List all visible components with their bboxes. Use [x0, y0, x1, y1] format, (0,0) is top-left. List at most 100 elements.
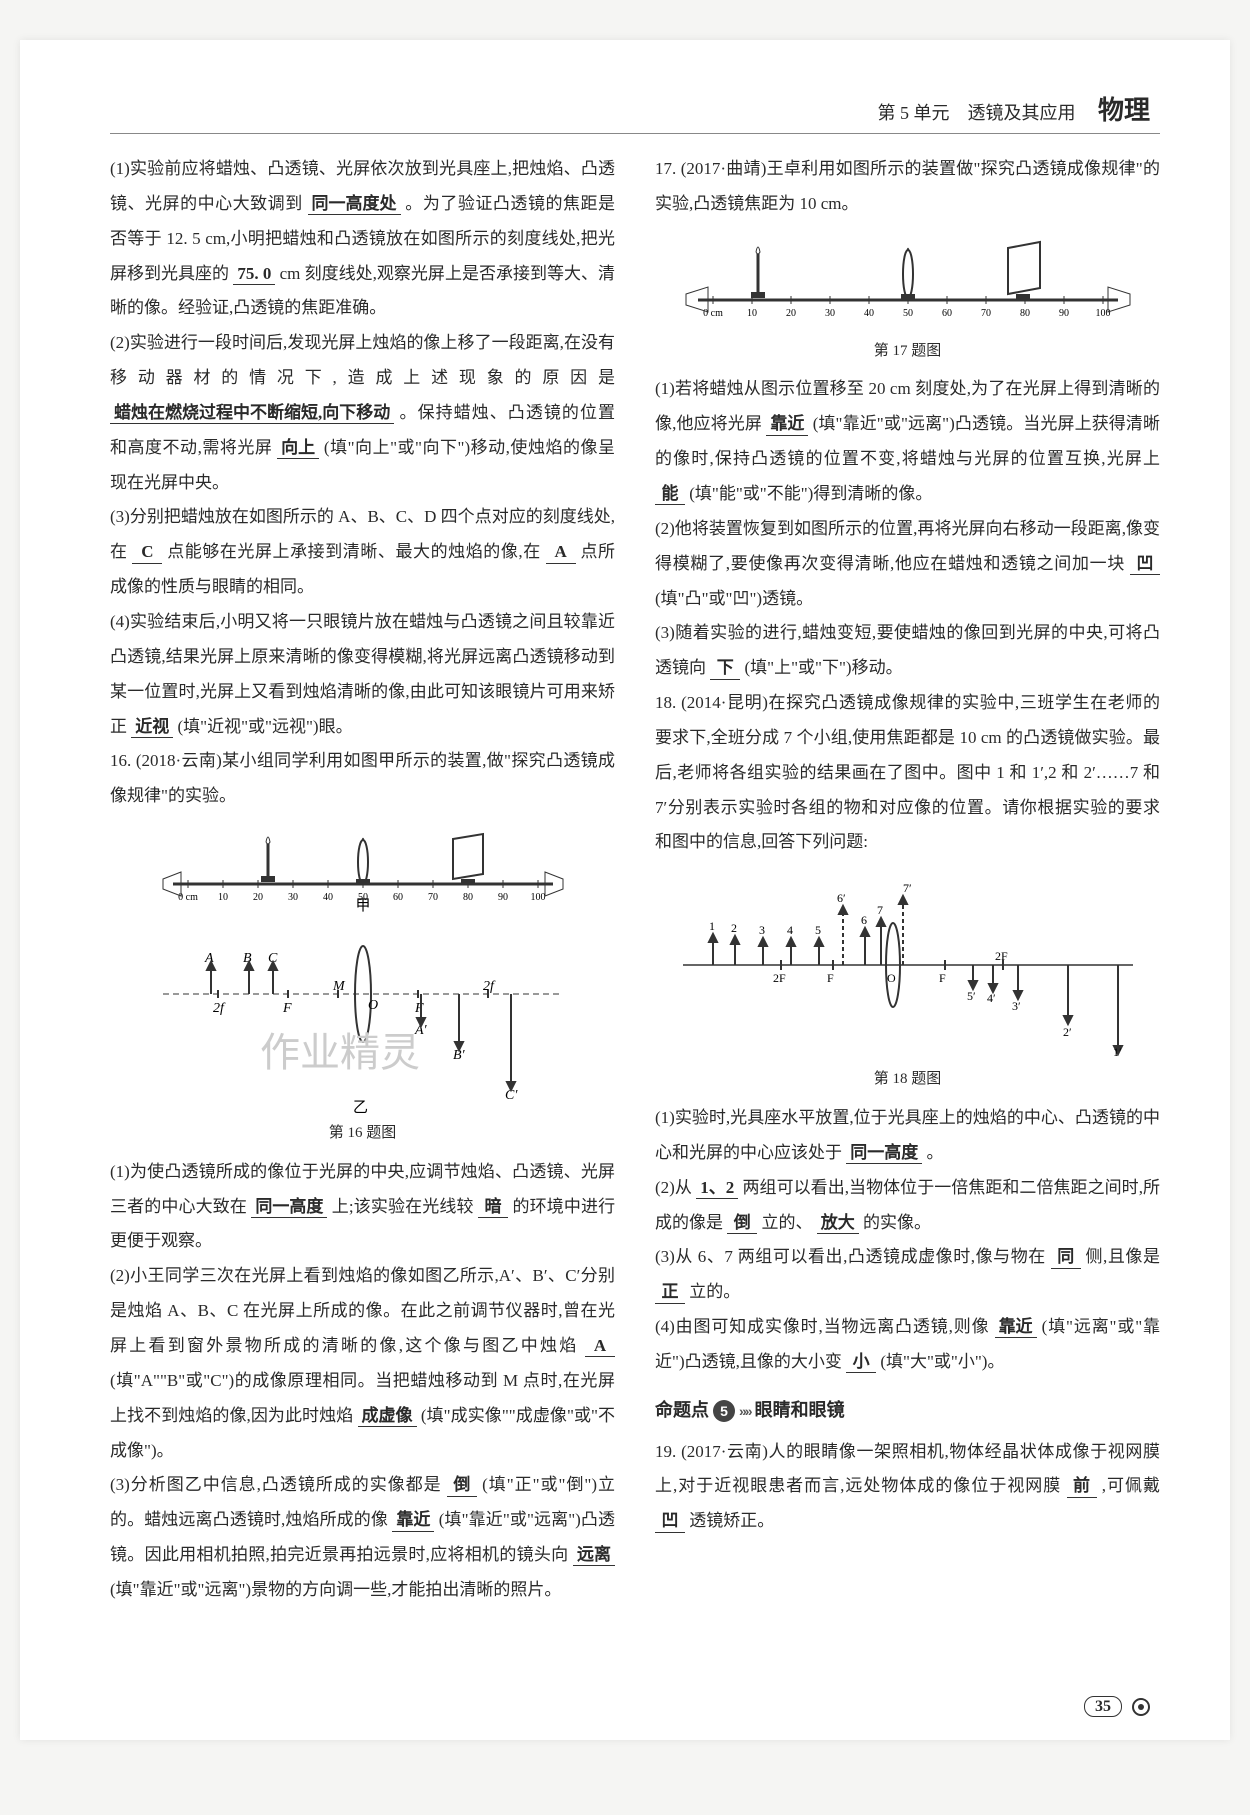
svg-text:0 cm: 0 cm — [703, 308, 723, 319]
blank: 靠近 — [766, 414, 808, 435]
bench17-svg: 0 cm102030405060708090100 — [678, 232, 1138, 332]
blank: 靠近 — [392, 1510, 434, 1531]
svg-text:乙: 乙 — [353, 1100, 368, 1114]
blank: 同一高度处 — [308, 194, 401, 215]
svg-text:F: F — [282, 1001, 292, 1016]
svg-text:30: 30 — [825, 308, 835, 319]
section-heading: 命题点5»»眼睛和眼镜 — [655, 1392, 1160, 1429]
q15-4: (4)实验结束后,小明又将一只眼镜片放在蜡烛与凸透镜之间且较靠近凸透镜,结果光屏… — [110, 605, 615, 744]
svg-text:20: 20 — [253, 892, 263, 903]
diagram-18: 123 4567′ 6′7 2FFO F2F 5′4′3′ 2′1′ 第 18 … — [655, 870, 1160, 1095]
text: (填"上"或"下")移动。 — [745, 658, 903, 677]
svg-text:80: 80 — [1020, 308, 1030, 319]
text: (3)从 6、7 两组可以看出,凸透镜成虚像时,像与物在 — [655, 1247, 1046, 1266]
svg-text:20: 20 — [786, 308, 796, 319]
q17-1: (1)若将蜡烛从图示位置移至 20 cm 刻度处,为了在光屏上得到清晰的像,他应… — [655, 372, 1160, 511]
two-columns: (1)实验前应将蜡烛、凸透镜、光屏依次放到光具座上,把烛焰、凸透镜、光屏的中心大… — [110, 152, 1160, 1608]
text: 。 — [927, 1143, 944, 1162]
svg-text:O: O — [368, 998, 378, 1013]
q16-2: (2)小王同学三次在光屏上看到烛焰的像如图乙所示,A′、B′、C′分别是烛焰 A… — [110, 1259, 615, 1468]
text: 立的、 — [762, 1213, 813, 1232]
blank: 蜡烛在燃烧过程中不断缩短,向下移动 — [110, 403, 394, 424]
unit-title: 第 5 单元 透镜及其应用 — [877, 103, 1075, 123]
blank: A — [546, 542, 576, 563]
text: (填"近视"或"远视")眼。 — [178, 717, 353, 736]
q18-1: (1)实验时,光具座水平放置,位于光具座上的烛焰的中心、凸透镜的中心和光屏的中心… — [655, 1101, 1160, 1171]
svg-text:甲: 甲 — [355, 898, 370, 914]
svg-text:3′: 3′ — [1012, 999, 1021, 1013]
q18-3: (3)从 6、7 两组可以看出,凸透镜成虚像时,像与物在 同 侧,且像是 正 立… — [655, 1240, 1160, 1310]
diagram-16-bench: 0 cm102030405060708090100 甲 — [110, 824, 615, 914]
subject-label: 物理 — [1098, 95, 1150, 125]
svg-text:60: 60 — [942, 308, 952, 319]
svg-text:1′: 1′ — [1113, 1045, 1122, 1059]
svg-text:2: 2 — [731, 921, 737, 935]
chevron-icon: »» — [739, 1403, 751, 1419]
text: 透镜矫正。 — [689, 1511, 774, 1530]
q16-stem: 16. (2018·云南)某小组同学利用如图甲所示的装置,做"探究凸透镜成像规律… — [110, 744, 615, 814]
blank: 小 — [846, 1352, 876, 1373]
blank: 同一高度 — [846, 1143, 922, 1164]
blank: 能 — [655, 484, 685, 505]
text: (填"能"或"不能")得到清晰的像。 — [689, 484, 932, 503]
caption-16: 第 16 题图 — [110, 1118, 615, 1149]
text: 点能够在光屏上承接到清晰、最大的烛焰的像,在 — [167, 542, 541, 561]
text: (2)从 — [655, 1178, 692, 1197]
svg-text:2′: 2′ — [1063, 1025, 1072, 1039]
svg-text:4: 4 — [787, 923, 793, 937]
blank: 同 — [1051, 1247, 1081, 1268]
q18-stem: 18. (2014·昆明)在探究凸透镜成像规律的实验中,三班学生在老师的要求下,… — [655, 686, 1160, 860]
q19: 19. (2017·云南)人的眼睛像一架照相机,物体经晶状体成像于视网膜上,对于… — [655, 1435, 1160, 1540]
q18-2: (2)从 1、2 两组可以看出,当物体位于一倍焦距和二倍焦距之间时,所成的像是 … — [655, 1171, 1160, 1241]
q15-3: (3)分别把蜡烛放在如图所示的 A、B、C、D 四个点对应的刻度线处,在 C 点… — [110, 500, 615, 605]
blank: 同一高度 — [251, 1197, 327, 1218]
q18-svg: 123 4567′ 6′7 2FFO F2F 5′4′3′ 2′1′ — [673, 870, 1143, 1060]
blank: 1、2 — [696, 1178, 738, 1199]
blank: 下 — [710, 658, 740, 679]
svg-text:F: F — [827, 971, 834, 985]
blank: 倒 — [727, 1213, 757, 1234]
svg-text:4′: 4′ — [987, 991, 996, 1005]
blank: 75. 0 — [233, 264, 275, 285]
text: 上;该实验在光线较 — [332, 1197, 474, 1216]
text: (2)小王同学三次在光屏上看到烛焰的像如图乙所示,A′、B′、C′分别是烛焰 A… — [110, 1266, 615, 1355]
blank: 靠近 — [995, 1317, 1037, 1338]
q16-1: (1)为使凸透镜所成的像位于光屏的中央,应调节烛焰、凸透镜、光屏三者的中心大致在… — [110, 1155, 615, 1260]
page-num: 35 — [1084, 1696, 1122, 1717]
q16-3: (3)分析图乙中信息,凸透镜所成的实像都是 倒 (填"正"或"倒")立的。蜡烛远… — [110, 1468, 615, 1607]
q17-stem: 17. (2017·曲靖)王卓利用如图所示的装置做"探究凸透镜成像规律"的实验,… — [655, 152, 1160, 222]
svg-text:60: 60 — [393, 892, 403, 903]
blank: 暗 — [478, 1197, 508, 1218]
svg-text:2f: 2f — [483, 979, 496, 994]
svg-text:3: 3 — [759, 923, 765, 937]
section-label: 命题点 — [655, 1400, 709, 1420]
blank: C — [132, 542, 162, 563]
svg-text:40: 40 — [864, 308, 874, 319]
svg-text:5: 5 — [815, 923, 821, 937]
svg-text:50: 50 — [903, 308, 913, 319]
blank: 放大 — [817, 1213, 859, 1234]
blank: 近视 — [131, 717, 173, 738]
text: 侧,且像是 — [1086, 1247, 1161, 1266]
header-divider — [110, 133, 1160, 134]
blank: 凹 — [655, 1511, 685, 1532]
text: (3)分析图乙中信息,凸透镜所成的实像都是 — [110, 1475, 442, 1494]
svg-text:7: 7 — [877, 903, 883, 917]
svg-text:6′: 6′ — [837, 891, 846, 905]
svg-text:100: 100 — [530, 892, 545, 903]
svg-text:1: 1 — [709, 919, 715, 933]
svg-text:40: 40 — [323, 892, 333, 903]
q17-2: (2)他将装置恢复到如图所示的位置,再将光屏向右移动一段距离,像变得模糊了,要使… — [655, 512, 1160, 617]
diagram-17: 0 cm102030405060708090100 第 17 题图 — [655, 232, 1160, 367]
svg-text:70: 70 — [428, 892, 438, 903]
caption-18: 第 18 题图 — [655, 1064, 1160, 1095]
text: 的实像。 — [863, 1213, 931, 1232]
q15-1: (1)实验前应将蜡烛、凸透镜、光屏依次放到光具座上,把烛焰、凸透镜、光屏的中心大… — [110, 152, 615, 326]
blank: 前 — [1067, 1476, 1097, 1497]
svg-text:6: 6 — [861, 913, 867, 927]
svg-text:F: F — [414, 1001, 424, 1016]
text: (填"大"或"小")。 — [880, 1352, 1004, 1371]
text: (2)实验进行一段时间后,发现光屏上烛焰的像上移了一段距离,在没有移动器材的情况… — [110, 333, 615, 387]
svg-text:80: 80 — [463, 892, 473, 903]
blank: 向上 — [277, 438, 319, 459]
